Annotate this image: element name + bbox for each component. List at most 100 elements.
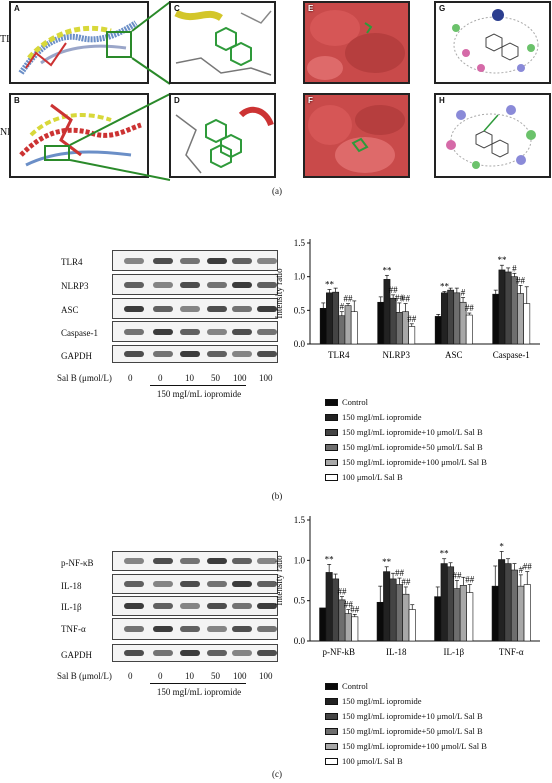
panel-letter: A [14,4,20,13]
legend-label: 150 mgI/mL iopromide+10 μmol/L Sal B [342,427,483,437]
blot-band [153,603,173,609]
bar [453,292,461,345]
blot-band [124,581,144,587]
bar [466,592,474,642]
blot-band [180,351,200,357]
dose-label-b: Sal B (μmol/L) [57,373,112,383]
blot-band [207,603,227,609]
blot-band [124,305,144,312]
bar [440,563,448,642]
zoom-lines [69,93,171,181]
category-label: IL-18 [386,647,407,657]
significance-label: ** [325,279,335,289]
bar [453,588,461,642]
blot-band [153,626,173,632]
blot-band [153,351,173,357]
dose-b-5: 100 [259,373,273,383]
category-label: TLR4 [328,350,350,360]
blot-band [153,581,173,587]
blot-band [232,581,252,587]
significance-label: ## [401,577,411,587]
legend-swatch [325,414,338,421]
panel-c-tlr4-zoom: C [169,1,276,84]
blot-band [180,257,200,264]
bar [395,312,403,345]
bar [408,326,416,345]
panel-letter: C [174,4,180,13]
blot-band [207,558,227,564]
blot-band [257,626,277,632]
bar [517,585,525,642]
legend-swatch [325,728,338,735]
bar [344,613,352,642]
bar [510,569,518,642]
bar [383,571,391,642]
legend-label: 100 μmol/L Sal B [342,756,403,766]
caption-a: (a) [272,186,282,196]
panel-letter: G [439,4,446,13]
blot-band [207,257,227,264]
blot-band [153,281,173,288]
category-label: TNF-α [499,647,524,657]
blot-band [232,281,252,288]
significance-label: ** [382,265,392,275]
bar [395,584,403,642]
bracket-label-b: 150 mgI/mL iopromide [156,389,242,399]
bar [517,293,524,345]
bar [434,596,442,642]
bar [459,585,467,642]
blot-c-label-tnfa: TNF-α [61,624,86,634]
bar [351,616,359,642]
blot-band [180,581,200,587]
dose-b-0: 0 [128,373,133,383]
blot-band [232,603,252,609]
y-tick-label: 1.0 [294,272,306,282]
ligand-zoom-image [175,106,274,174]
category-label: NLRP3 [382,350,410,360]
bar [523,584,531,642]
legend-swatch [325,713,338,720]
panel-letter: H [439,96,445,105]
blot-b-label-nlrp3: NLRP3 [61,281,89,291]
significance-label: ** [325,554,335,564]
legend-label: 150 mgI/mL iopromide+10 μmol/L Sal B [342,711,483,721]
panel-e-tlr4-surface: E [303,1,410,84]
blot-band [207,305,227,312]
panel-letter: B [14,96,20,105]
bar [325,572,333,642]
significance-label: ** [440,549,450,559]
dose-c-4: 100 [233,671,247,681]
significance-label: # [519,565,524,575]
dose-c-5: 100 [259,671,273,681]
blot-band [232,558,252,564]
blot-band [232,351,252,357]
bar [441,292,448,345]
blot-c-label-pnfkb: p-NF-κB [61,558,94,568]
legend-label: 150 mgI/mL iopromide+100 μmol/L Sal B [342,741,487,751]
dose-b-1: 0 [158,373,163,383]
legend-label: 150 mgI/mL iopromide+50 μmol/L Sal B [342,442,483,452]
panel-f-nlrp3-surface: F [303,93,410,178]
blot-band [232,626,252,632]
blot-band [232,257,252,264]
blot-band [180,603,200,609]
bar [389,578,397,642]
significance-label: ** [440,281,450,291]
bar [319,308,327,345]
bar [344,305,352,345]
significance-label: ** [382,557,392,567]
blot-band [257,351,277,357]
panel-g-tlr4-interaction-map: G [434,1,551,84]
legend-label: 100 μmol/L Sal B [342,472,403,482]
legend-label: 150 mgI/mL iopromide [342,412,422,422]
panel-letter: D [174,96,180,105]
blot-band [124,351,144,357]
zoom-box [106,31,132,58]
significance-label: ## [401,294,411,304]
protein-ribbon-image [19,103,142,167]
significance-label: ## [344,600,354,610]
blot-band [207,626,227,632]
legend-label: 150 mgI/mL iopromide+50 μmol/L Sal B [342,726,483,736]
dose-label-c: Sal B (μmol/L) [57,671,112,681]
